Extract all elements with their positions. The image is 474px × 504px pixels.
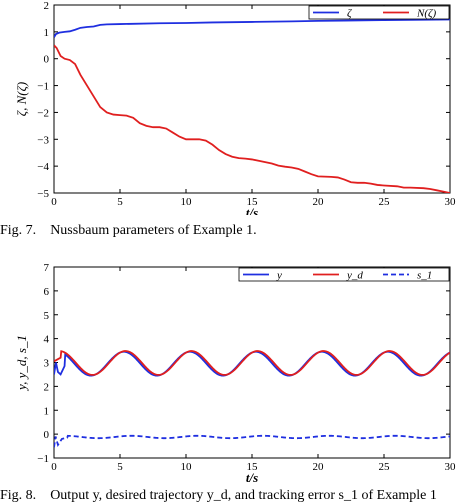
fig7-xtick-label: 10 [181, 196, 193, 208]
figure-7-caption-label: Fig. 7. [0, 223, 37, 238]
figure-8-caption: Fig. 8. Output y, desired trajectory y_d,… [0, 488, 437, 504]
fig7-x-axis-label: t/s [246, 205, 258, 215]
fig8-ytick-label: 1 [44, 405, 50, 417]
fig7-xtick-label: 20 [313, 196, 325, 208]
fig8-plot-frame [53, 266, 451, 459]
fig7-xtick-label: 5 [117, 196, 123, 208]
fig8-series-line-3 [54, 434, 450, 448]
fig8-ytick-label: 4 [44, 334, 50, 346]
fig8-series-line-2 [54, 350, 450, 376]
figure-7-caption-text: Nussbaum parameters of Example 1. [50, 223, 257, 238]
fig8-xtick-label: 10 [181, 461, 193, 473]
fig8-ytick-label: 5 [44, 310, 50, 322]
fig8-legend-box [238, 267, 450, 282]
fig8-ytick-label: 2 [44, 381, 50, 393]
fig7-ytick-label: −3 [37, 134, 49, 146]
fig8-xtick-label: 30 [445, 461, 457, 473]
fig8-xtick-label: 0 [51, 461, 57, 473]
fig7-y-axis-label: ζ, N(ζ) [14, 82, 29, 116]
fig7-ytick-label: −5 [37, 188, 49, 200]
fig8-series-line-1 [54, 350, 450, 377]
fig7-ytick-label: −2 [37, 107, 49, 119]
fig8-xtick-label: 20 [313, 461, 325, 473]
fig8-xtick-label: 5 [117, 461, 123, 473]
fig7-ytick-label: −4 [37, 161, 49, 173]
fig8-legend-label-2: y_d [346, 270, 363, 282]
fig8-ytick-label: 6 [44, 286, 50, 298]
figure-8-caption-label: Fig. 8. [0, 488, 37, 503]
fig7-ytick-label: −1 [37, 81, 49, 93]
fig7-xtick-label: 0 [51, 196, 57, 208]
fig8-ytick-label: −1 [37, 453, 49, 465]
fig8-ytick-label: 3 [44, 358, 50, 370]
fig8-legend-label-1: y [276, 270, 282, 282]
fig7-ytick-label: 2 [44, 0, 50, 12]
figure-7-caption: Fig. 7. Nussbaum parameters of Example 1. [0, 223, 257, 239]
fig8-ytick-label: 0 [44, 429, 50, 441]
fig7-ytick-label: 0 [44, 54, 50, 66]
fig7-series-line-1 [54, 18, 450, 38]
fig7-plot-frame [53, 4, 451, 194]
fig7-xtick-label: 15 [247, 196, 259, 208]
fig8-x-axis-label: t/s [246, 470, 258, 485]
fig7-xtick-label: 30 [445, 196, 457, 208]
fig8-y-axis-label: y, y_d, s_1 [14, 335, 29, 392]
fig7-legend-label-1: ζ [347, 8, 353, 20]
fig7-legend-box [308, 5, 450, 20]
fig8-legend-label-3: s_1 [417, 270, 432, 282]
fig8-ytick-label: 7 [44, 262, 50, 274]
fig8-xtick-label: 25 [379, 461, 391, 473]
fig7-legend-label-2: N(ζ) [416, 8, 436, 20]
fig8-xtick-label: 15 [247, 461, 259, 473]
fig7-ytick-label: 1 [44, 27, 50, 39]
fig7-xtick-label: 25 [379, 196, 391, 208]
figure-8-caption-text: Output y, desired trajectory y_d, and tr… [50, 488, 437, 503]
fig7-series-line-2 [54, 44, 450, 193]
